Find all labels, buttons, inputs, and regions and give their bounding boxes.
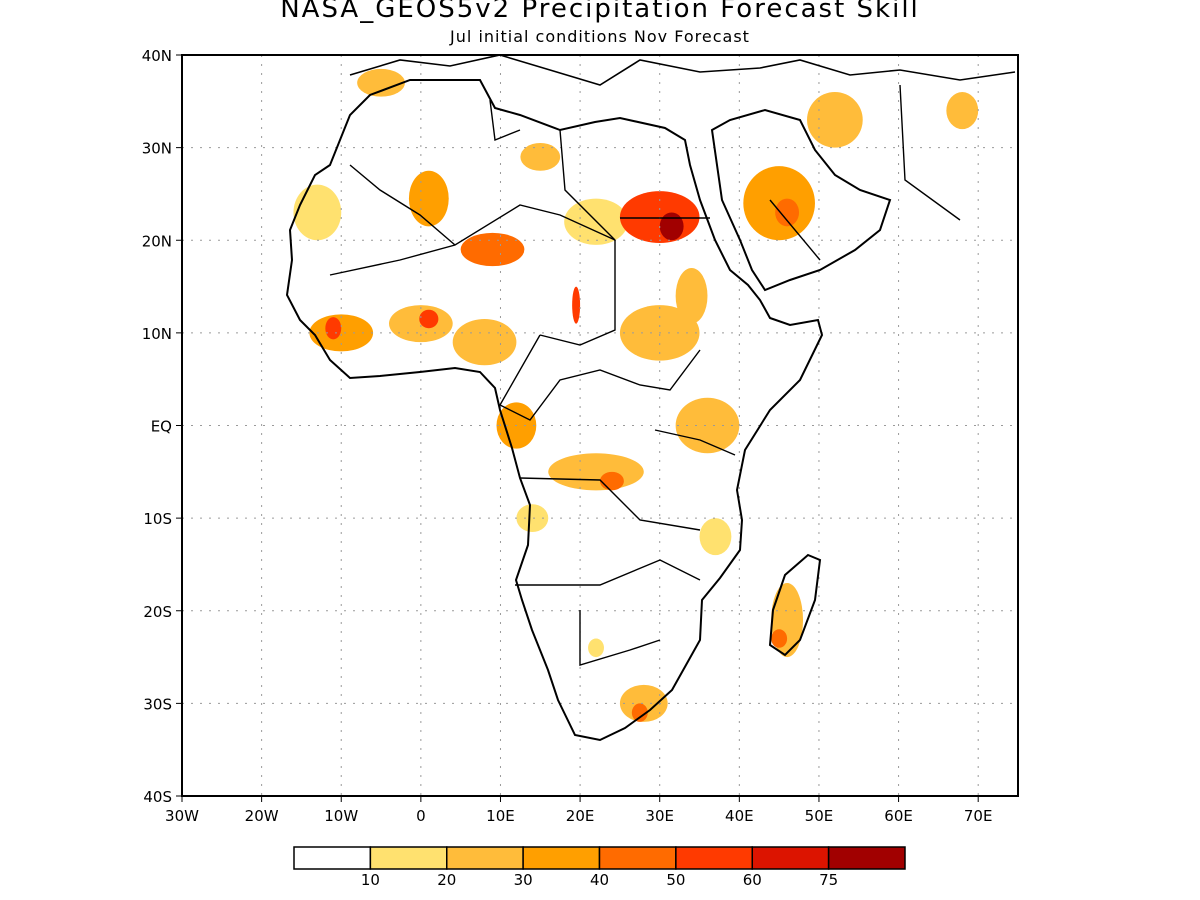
map-subtitle: Jul initial conditions Nov Forecast [450, 27, 750, 46]
lon-tick-label: 10E [486, 807, 515, 825]
colorbar-swatch [293, 846, 372, 870]
skill-shading [293, 68, 979, 722]
skill-region-guinea [309, 314, 374, 352]
lon-tick-label: 30W [165, 807, 199, 825]
skill-region-south-africa-e [619, 684, 668, 722]
colorbar: 10 20 30 40 50 60 75 [293, 846, 906, 889]
lon-tick-label: 60E [884, 807, 913, 825]
skill-region-niger-n [460, 232, 525, 267]
map-title: NASA_GEOS5v2 Precipitation Forecast Skil… [280, 0, 920, 24]
colorbar-swatch [598, 846, 677, 870]
colorbar-swatch [446, 846, 524, 870]
latitude-tick-labels: 40N 30N 20N 10N EQ 10S 20S 30S 40S [142, 47, 182, 806]
lon-tick-label: 20W [245, 807, 279, 825]
lat-tick-label: 30S [143, 695, 172, 713]
skill-region-morocco-n [357, 68, 405, 97]
colorbar-label: 40 [590, 871, 609, 889]
skill-region-tanzania-s [699, 518, 732, 556]
arabia-coastline [710, 108, 892, 292]
skill-region-south-africa-core [631, 703, 648, 722]
colorbar-swatch [369, 846, 448, 870]
lat-tick-label: 10S [143, 510, 172, 528]
longitude-tick-labels: 30W 20W 10W 0 10E 20E 30E 40E 50E 60E 70E [165, 796, 992, 825]
skill-region-ethiopia-w [675, 268, 708, 324]
skill-region-drc-south [548, 453, 644, 491]
skill-region-iran-s [807, 92, 863, 148]
lon-tick-label: 30E [645, 807, 674, 825]
graticule [182, 55, 1018, 796]
colorbar-swatch [751, 846, 830, 870]
lat-tick-label: 10N [142, 325, 172, 343]
skill-region-pakistan-w [946, 92, 979, 130]
skill-region-arabia-core [775, 198, 800, 227]
colorbar-label: 20 [437, 871, 456, 889]
skill-region-guinea-core [325, 317, 342, 340]
lat-tick-label: 40S [143, 788, 172, 806]
colorbar-label: 75 [819, 871, 838, 889]
skill-region-chad-strip [572, 286, 581, 324]
lon-tick-label: 0 [416, 807, 426, 825]
colorbar-label: 10 [361, 871, 380, 889]
coastlines [285, 54, 1016, 742]
lon-tick-label: 50E [805, 807, 834, 825]
colorbar-label: 30 [514, 871, 533, 889]
lat-tick-label: 30N [142, 140, 172, 158]
skill-region-algeria-s [408, 170, 449, 227]
skill-region-libya-ne [520, 142, 561, 171]
skill-region-nigeria-e [452, 318, 517, 366]
colorbar-label: 60 [743, 871, 762, 889]
plot-frame [181, 54, 1019, 797]
lon-tick-label: 10W [324, 807, 358, 825]
madagascar-coastline [768, 553, 822, 657]
lon-tick-label: 20E [566, 807, 595, 825]
lat-tick-label: 20S [143, 603, 172, 621]
lat-tick-label: EQ [151, 418, 172, 436]
skill-region-drc-core [600, 471, 624, 491]
mediterranean-north-coast [349, 54, 1016, 86]
lon-tick-label: 40E [725, 807, 754, 825]
lat-tick-label: 40N [142, 47, 172, 65]
skill-region-uganda-kenya [675, 397, 740, 454]
colorbar-swatch [827, 846, 906, 870]
colorbar-swatch [522, 846, 601, 870]
skill-region-madagascar-core [771, 629, 788, 648]
colorbar-label: 50 [666, 871, 685, 889]
skill-region-botswana-s [588, 638, 604, 658]
colorbar-swatch [675, 846, 753, 870]
lat-tick-label: 20N [142, 232, 172, 250]
skill-region-nigeria-core [419, 309, 439, 329]
skill-region-angola [516, 504, 549, 533]
country-borders [329, 84, 961, 666]
skill-region-egypt-core [659, 212, 684, 241]
lon-tick-label: 70E [964, 807, 993, 825]
africa-coastline [285, 79, 824, 742]
skill-region-west-sahara-coast [293, 184, 342, 241]
